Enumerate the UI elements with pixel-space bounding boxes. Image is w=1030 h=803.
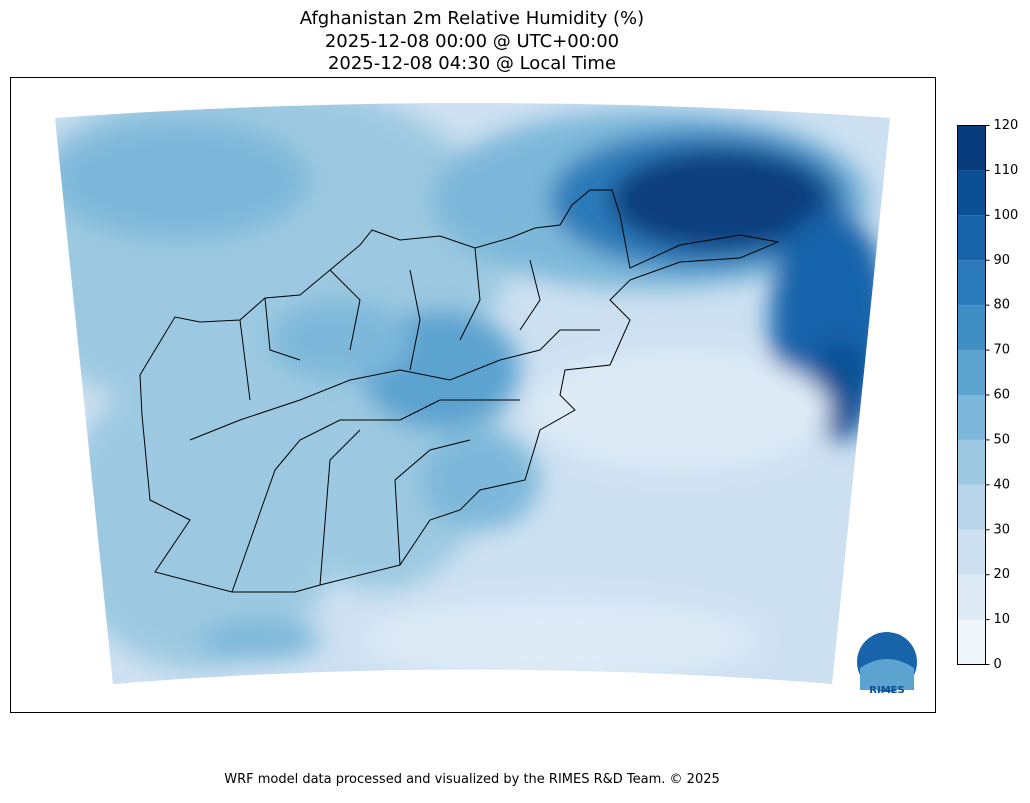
colorbar-band xyxy=(957,350,986,395)
colorbar-tick-label: 0 xyxy=(994,657,1002,672)
footer: WRF model data processed and visualized … xyxy=(224,772,720,787)
colorbar-band xyxy=(957,484,986,530)
colorbar-band xyxy=(957,529,986,575)
colorbar-band xyxy=(957,260,986,306)
title-line: 2025-12-08 00:00 @ UTC+00:00 xyxy=(325,31,619,52)
colorbar-tick-label: 110 xyxy=(994,163,1019,178)
colorbar-band xyxy=(957,574,986,620)
colorbar-band xyxy=(957,215,986,261)
afghanistan-boundary xyxy=(139,189,780,593)
colorbar-frame xyxy=(957,125,986,665)
colorbar-band xyxy=(957,619,986,665)
colorbar-tick-label: 70 xyxy=(994,343,1011,358)
rimes-logo: RIMES xyxy=(857,632,917,696)
colorbar-tick-label: 10 xyxy=(994,612,1011,627)
logo-text: RIMES xyxy=(869,685,904,696)
colorbar-tick-label: 30 xyxy=(994,522,1011,537)
colorbar-band xyxy=(957,395,986,440)
colorbar-tick-label: 90 xyxy=(994,253,1011,268)
colorbar-tick-label: 20 xyxy=(994,567,1011,582)
colorbar-tick-label: 100 xyxy=(994,208,1019,223)
colorbar-band xyxy=(957,439,986,485)
colorbar-band xyxy=(957,125,986,171)
colorbar-tick-label: 40 xyxy=(994,477,1011,492)
colorbar: 0 10 20 30 40 50 60 70 80 90 100 110 120 xyxy=(957,118,1019,672)
colorbar-tick-label: 80 xyxy=(994,298,1011,313)
colorbar-tick-label: 120 xyxy=(994,118,1019,133)
title-line: Afghanistan 2m Relative Humidity (%) xyxy=(300,8,644,29)
humidity-field xyxy=(55,103,890,684)
colorbar-tick-label: 50 xyxy=(994,432,1011,447)
colorbar-tick-label: 60 xyxy=(994,388,1011,403)
colorbar-band xyxy=(957,305,986,351)
colorbar-band xyxy=(957,170,986,216)
title-line: 2025-12-08 04:30 @ Local Time xyxy=(328,53,616,74)
